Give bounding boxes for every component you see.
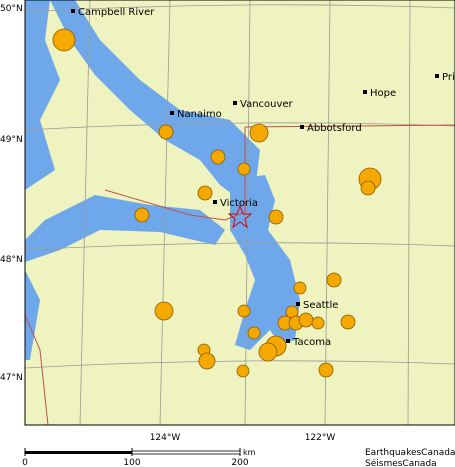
- earthquake: [247, 326, 261, 340]
- credit: SéismesCanada: [365, 458, 437, 467]
- epicenter-star: [227, 204, 253, 229]
- city-marker: [300, 125, 304, 129]
- earthquake: [237, 304, 251, 318]
- scale-label: 0: [22, 458, 28, 467]
- earthquake: [198, 352, 216, 370]
- scale-unit: km: [243, 448, 256, 457]
- earthquake: [237, 162, 251, 176]
- earthquake: [258, 342, 278, 362]
- city-marker: [435, 74, 439, 78]
- earthquake: [298, 312, 314, 328]
- latitude-label: 47°N: [0, 373, 23, 383]
- earthquake: [52, 28, 76, 52]
- latitude-label: 49°N: [0, 135, 23, 145]
- scale-label: 100: [123, 458, 140, 467]
- map-frame: [24, 0, 455, 426]
- earthquake: [293, 281, 307, 295]
- earthquake: [236, 364, 250, 378]
- labels: 50°N 49°N 48°N 47°N 124°W 122°W Campbell River…: [0, 4, 455, 467]
- city-label: Abbotsford: [307, 123, 362, 134]
- scale-bar: [25, 450, 241, 455]
- earthquake: [249, 123, 269, 143]
- earthquake: [210, 149, 226, 165]
- city-marker: [170, 111, 174, 115]
- longitude-label: 122°W: [305, 433, 336, 443]
- city-label: Hope: [370, 88, 396, 99]
- earthquake: [154, 301, 174, 321]
- city-marker: [233, 101, 237, 105]
- city-marker: [213, 200, 217, 204]
- earthquake: [134, 207, 150, 223]
- city-label: Seattle: [303, 300, 338, 311]
- latitude-label: 48°N: [0, 255, 23, 265]
- earthquake: [326, 272, 342, 288]
- scale-label: 200: [231, 458, 248, 467]
- earthquake: [158, 124, 174, 140]
- city-marker: [286, 339, 290, 343]
- earthquake: [360, 180, 376, 196]
- city-marker: [363, 90, 367, 94]
- borders: [24, 124, 455, 426]
- city-label: Pri: [442, 72, 455, 83]
- credit: EarthquakesCanada: [365, 448, 455, 458]
- city-label: Vancouver: [240, 99, 294, 110]
- city-marker: [296, 302, 300, 306]
- graticule: [24, 0, 455, 426]
- earthquake: [318, 362, 334, 378]
- latitude-label: 50°N: [0, 4, 23, 14]
- city-marker: [71, 9, 75, 13]
- earthquake: [268, 209, 284, 225]
- earthquake: [340, 314, 356, 330]
- city-label: Tacoma: [292, 337, 331, 348]
- earthquake: [311, 316, 325, 330]
- city-label: Victoria: [220, 198, 258, 209]
- earthquake: [197, 185, 213, 201]
- city-label: Nanaimo: [177, 109, 222, 120]
- earthquakes: [52, 28, 382, 378]
- longitude-label: 124°W: [150, 433, 181, 443]
- city-label: Campbell River: [78, 7, 155, 18]
